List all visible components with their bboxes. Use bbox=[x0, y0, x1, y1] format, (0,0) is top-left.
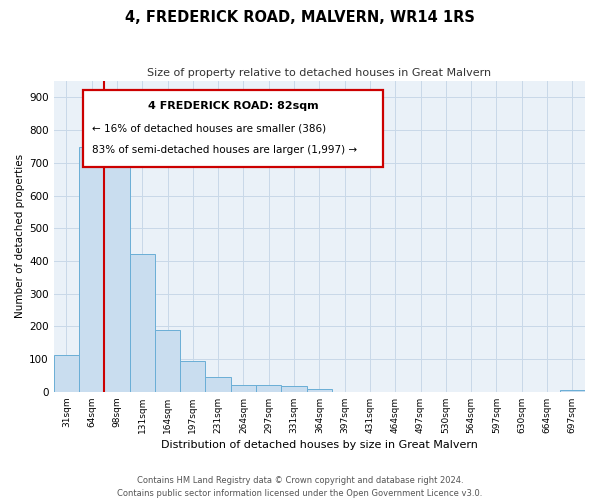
Bar bbox=[79, 147, 104, 392]
Text: ← 16% of detached houses are smaller (386): ← 16% of detached houses are smaller (38… bbox=[92, 123, 326, 133]
Text: 4 FREDERICK ROAD: 82sqm: 4 FREDERICK ROAD: 82sqm bbox=[148, 102, 318, 112]
Title: Size of property relative to detached houses in Great Malvern: Size of property relative to detached ho… bbox=[147, 68, 491, 78]
Bar bbox=[205, 377, 231, 392]
Bar bbox=[130, 254, 155, 392]
Bar bbox=[307, 388, 332, 392]
Y-axis label: Number of detached properties: Number of detached properties bbox=[15, 154, 25, 318]
Text: 83% of semi-detached houses are larger (1,997) →: 83% of semi-detached houses are larger (… bbox=[92, 145, 358, 155]
Bar bbox=[53, 355, 79, 392]
Text: Contains HM Land Registry data © Crown copyright and database right 2024.
Contai: Contains HM Land Registry data © Crown c… bbox=[118, 476, 482, 498]
Bar bbox=[231, 384, 256, 392]
X-axis label: Distribution of detached houses by size in Great Malvern: Distribution of detached houses by size … bbox=[161, 440, 478, 450]
Bar bbox=[281, 386, 307, 392]
Bar bbox=[180, 362, 205, 392]
Bar bbox=[560, 390, 585, 392]
Bar bbox=[104, 146, 130, 392]
FancyBboxPatch shape bbox=[83, 90, 383, 166]
Bar bbox=[155, 330, 180, 392]
Text: 4, FREDERICK ROAD, MALVERN, WR14 1RS: 4, FREDERICK ROAD, MALVERN, WR14 1RS bbox=[125, 10, 475, 25]
Bar bbox=[256, 384, 281, 392]
